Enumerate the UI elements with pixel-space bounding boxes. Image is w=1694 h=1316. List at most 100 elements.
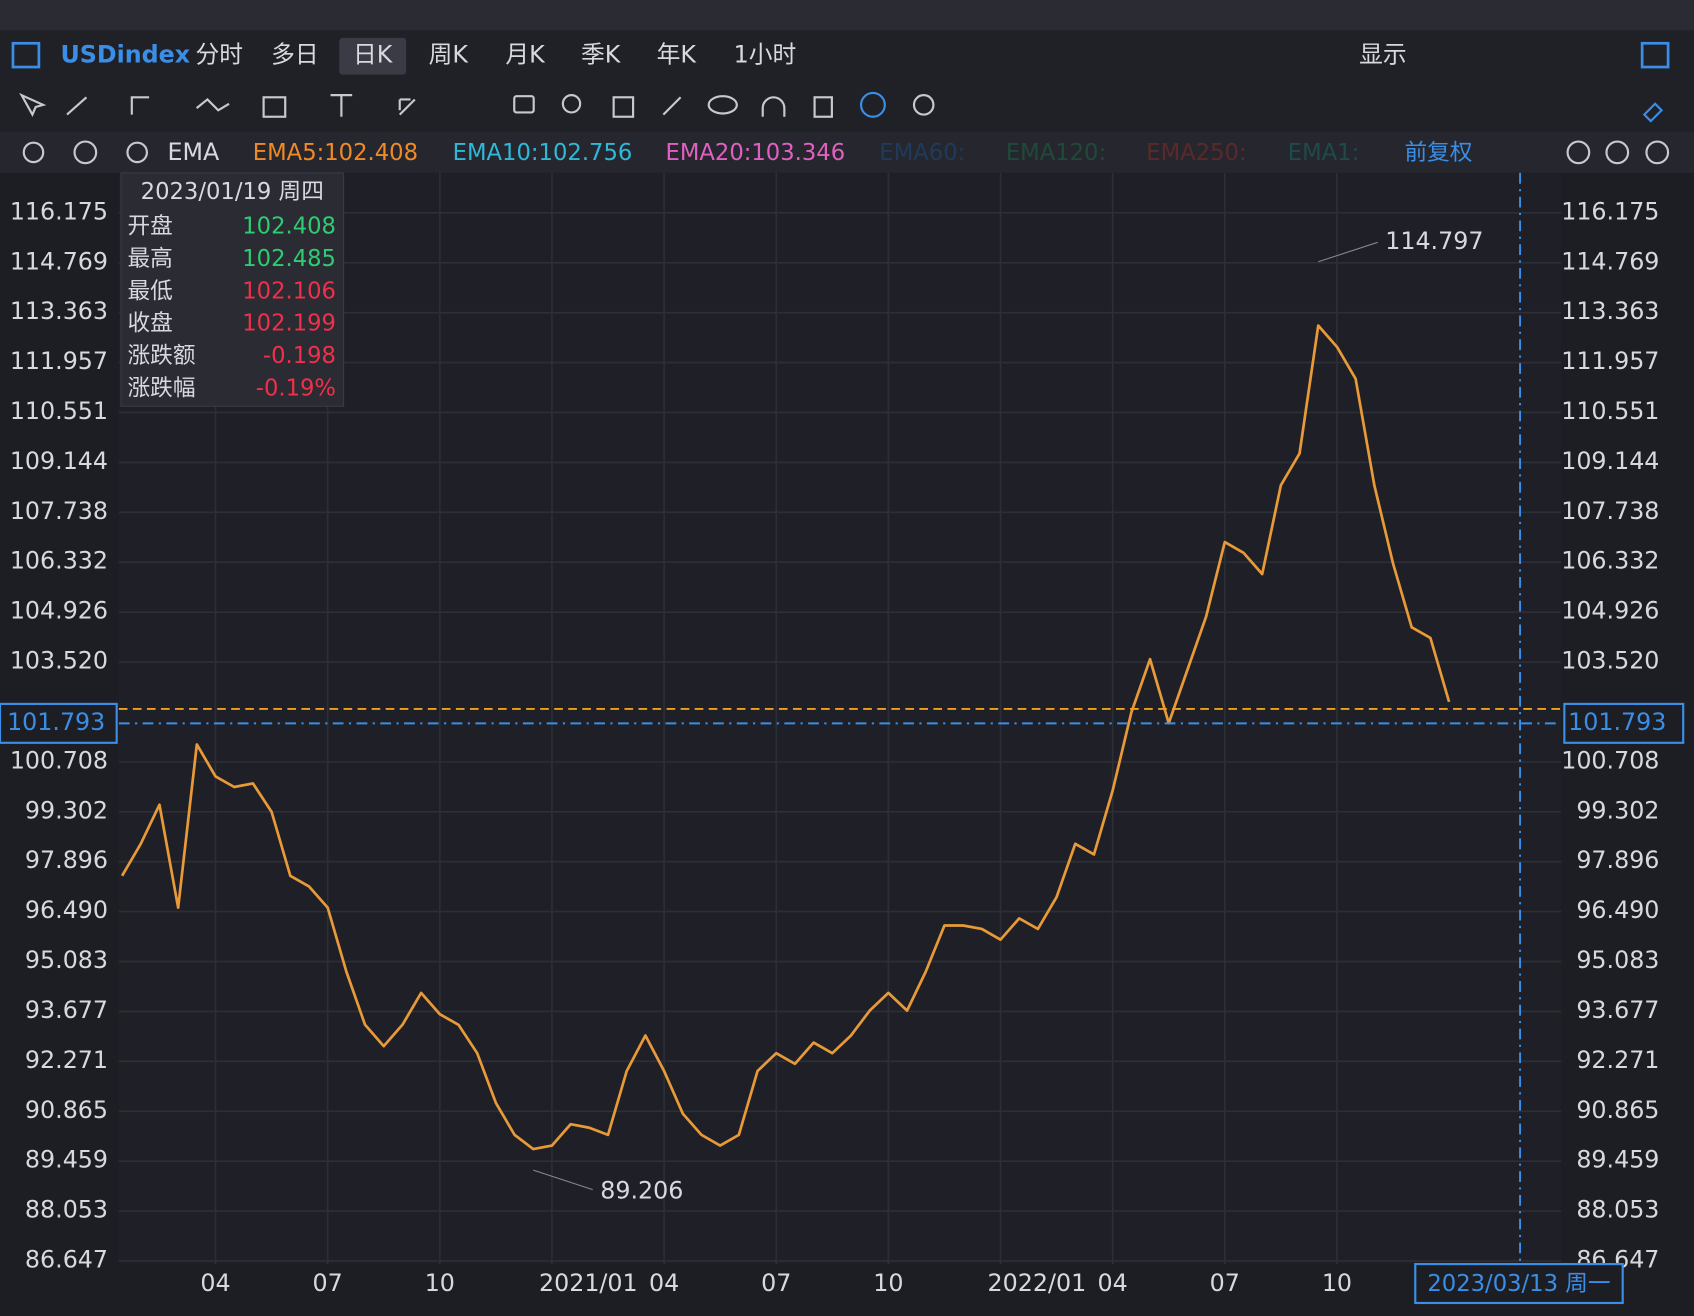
zoom-out[interactable] xyxy=(1605,140,1630,165)
crosshair-date-box xyxy=(1414,1262,1624,1305)
pin[interactable] xyxy=(1642,102,1664,123)
y-tick-label-right: 107.738 xyxy=(1561,497,1659,525)
y-tick-label-right: 95.083 xyxy=(1576,946,1659,974)
panel-toggle[interactable] xyxy=(1640,41,1670,69)
zoom-in[interactable] xyxy=(1645,140,1670,165)
indicator-tool[interactable] xyxy=(612,96,635,118)
display-menu[interactable]: 显示 xyxy=(1359,41,1407,69)
period-tab[interactable]: 1小时 xyxy=(734,41,797,69)
indicator-value[interactable]: EMA20:103.346 xyxy=(666,140,846,166)
y-tick-label-right: 103.520 xyxy=(1561,647,1659,675)
collapse-button[interactable] xyxy=(73,140,98,165)
tooltip-value: -0.19% xyxy=(256,375,336,401)
measure-tool[interactable] xyxy=(330,94,353,117)
y-tick-label-right: 113.363 xyxy=(1561,297,1659,325)
delete-tool[interactable] xyxy=(813,96,833,118)
wave-tool[interactable] xyxy=(195,98,230,112)
indicator-value[interactable]: EMA250: xyxy=(1146,140,1246,166)
y-tick-label: 90.865 xyxy=(25,1096,108,1124)
low-leader xyxy=(533,1169,593,1191)
period-tab[interactable]: 年K xyxy=(657,41,698,69)
x-tick-label: 10 xyxy=(425,1269,455,1297)
y-tick-label-right: 104.926 xyxy=(1561,597,1659,625)
zoom-tool[interactable] xyxy=(561,94,582,114)
x-tick-label: 2022/01 xyxy=(988,1269,1087,1297)
y-tick-label: 95.083 xyxy=(25,946,108,974)
indicator-name[interactable]: EMA xyxy=(167,138,219,166)
period-tab[interactable]: 周K xyxy=(429,41,470,69)
adjust-menu[interactable]: 前复权 xyxy=(1404,140,1472,166)
y-tick-label: 110.551 xyxy=(10,397,108,425)
sync-tool[interactable] xyxy=(859,91,886,118)
y-tick-label-right: 110.551 xyxy=(1561,397,1659,425)
y-tick-label-right: 106.332 xyxy=(1561,547,1659,575)
x-tick-label: 2021/01 xyxy=(539,1269,638,1297)
period-tab[interactable]: 季K xyxy=(581,41,622,69)
indicator-value[interactable]: EMA120: xyxy=(1006,140,1106,166)
cursor-tool[interactable] xyxy=(19,92,47,118)
crosshair-price-box xyxy=(0,702,118,744)
settings-tool[interactable] xyxy=(912,94,935,116)
price-line xyxy=(120,324,1451,1151)
period-tab[interactable]: 分时 xyxy=(196,41,244,69)
y-tick-label: 106.332 xyxy=(10,547,108,575)
high-leader xyxy=(1318,241,1378,263)
comment-tool[interactable] xyxy=(513,95,535,114)
y-tick-label-right: 90.865 xyxy=(1576,1096,1659,1124)
period-tab[interactable]: 月K xyxy=(505,41,546,69)
x-tick-label: 04 xyxy=(1098,1269,1128,1297)
tooltip-label: 收盘 xyxy=(127,311,172,337)
period-tab[interactable]: 日K xyxy=(353,41,394,69)
indicator-value[interactable]: EMA1: xyxy=(1288,140,1359,166)
tooltip-value: 102.408 xyxy=(242,213,336,239)
plot-area xyxy=(118,172,1562,1265)
low-label: 89.206 xyxy=(600,1176,683,1204)
close-indicator[interactable] xyxy=(126,141,149,164)
tooltip-value: 102.485 xyxy=(242,246,336,272)
x-tick-label: 07 xyxy=(761,1269,791,1297)
tooltip-label: 开盘 xyxy=(127,213,172,239)
tooltip-value: -0.198 xyxy=(263,343,336,369)
y-tick-label-right: 93.677 xyxy=(1576,996,1659,1024)
y-tick-label: 104.926 xyxy=(10,597,108,625)
y-tick-label-right: 88.053 xyxy=(1576,1196,1659,1224)
channel-tool[interactable] xyxy=(130,96,150,115)
symbol[interactable]: USDindex xyxy=(61,41,191,69)
crosshair-price: 101.793 xyxy=(1568,708,1666,736)
crosshair-price-box xyxy=(1563,702,1685,744)
line-tool[interactable] xyxy=(66,96,88,116)
high-label: 114.797 xyxy=(1385,227,1483,255)
indicator-value[interactable]: EMA5:102.408 xyxy=(253,140,418,166)
indicator-value[interactable]: EMA60: xyxy=(879,140,965,166)
tooltip-label: 最高 xyxy=(127,246,172,272)
fib-tool[interactable] xyxy=(262,96,287,118)
arrow-tool[interactable] xyxy=(398,98,416,116)
y-tick-label: 103.520 xyxy=(10,647,108,675)
tooltip-value: 102.106 xyxy=(242,278,336,304)
x-tick-label: 04 xyxy=(649,1269,679,1297)
tool-bar xyxy=(0,82,1694,132)
crosshair-price: 101.793 xyxy=(7,708,105,736)
y-tick-label: 114.769 xyxy=(10,247,108,275)
indicator-settings[interactable] xyxy=(22,141,45,164)
magnet-tool[interactable] xyxy=(761,96,786,117)
brush-tool[interactable] xyxy=(662,96,682,116)
y-tick-label: 100.708 xyxy=(10,746,108,774)
sidebar-toggle[interactable] xyxy=(11,41,41,69)
tooltip-value: 102.199 xyxy=(242,311,336,337)
y-tick-label-right: 116.175 xyxy=(1561,197,1659,225)
period-tab[interactable]: 多日 xyxy=(271,41,319,69)
y-tick-label-right: 97.896 xyxy=(1576,846,1659,874)
eye-tool[interactable] xyxy=(707,95,738,115)
zoom-fit[interactable] xyxy=(1566,140,1591,165)
y-tick-label: 99.302 xyxy=(25,796,108,824)
y-tick-label-right: 89.459 xyxy=(1576,1146,1659,1174)
tooltip-label: 涨跌幅 xyxy=(127,375,195,401)
crosshair-date: 2023/03/13 周一 xyxy=(1427,1271,1610,1297)
y-tick-label: 88.053 xyxy=(25,1196,108,1224)
indicator-bar xyxy=(0,131,1694,173)
indicator-value[interactable]: EMA10:102.756 xyxy=(453,140,633,166)
title-bar xyxy=(0,0,1694,31)
